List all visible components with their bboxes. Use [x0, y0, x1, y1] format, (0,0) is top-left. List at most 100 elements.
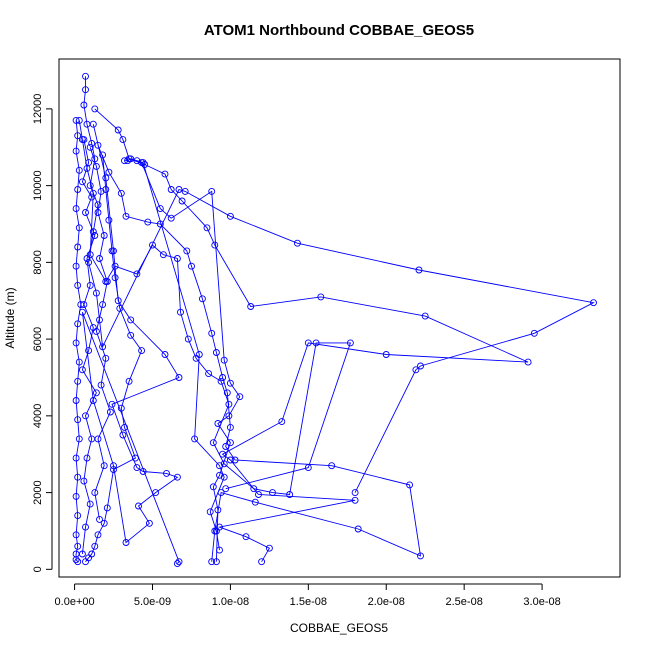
data-point	[82, 523, 89, 531]
data-point	[72, 262, 80, 270]
data-point	[72, 147, 80, 155]
data-point	[114, 126, 122, 134]
data-point	[412, 366, 420, 374]
data-point	[99, 151, 107, 159]
data-point	[82, 72, 89, 80]
data-point	[72, 454, 80, 462]
x-tick-label: 2.0e-08	[368, 596, 405, 608]
data-point	[304, 464, 312, 472]
data-point	[175, 186, 183, 193]
data-point	[127, 331, 135, 339]
data-point	[214, 506, 222, 514]
data-point	[78, 550, 86, 558]
data-point	[351, 489, 359, 497]
data-point	[183, 247, 191, 255]
data-point	[175, 374, 183, 381]
data-point	[96, 255, 103, 262]
data-point	[131, 454, 139, 462]
data-point	[121, 157, 128, 165]
data-point	[406, 481, 414, 489]
data-point	[82, 558, 89, 566]
data-point	[226, 423, 234, 431]
data-point	[72, 116, 80, 124]
data-point	[110, 466, 117, 474]
data-point	[382, 351, 390, 358]
data-point	[328, 462, 336, 470]
data-point	[80, 136, 88, 144]
data-point	[152, 489, 160, 497]
data-point	[121, 423, 128, 431]
data-point	[75, 224, 83, 232]
data-point	[211, 241, 219, 249]
y-tick-label: 2000	[32, 480, 44, 504]
data-point	[167, 214, 175, 222]
data-point	[216, 462, 223, 470]
data-point	[117, 404, 125, 412]
y-tick-label: 12000	[32, 94, 44, 125]
data-point	[173, 255, 181, 262]
data-point	[208, 329, 216, 337]
data-point	[250, 485, 258, 493]
data-point	[205, 370, 213, 378]
data-point	[133, 270, 141, 278]
data-point	[100, 519, 108, 527]
data-point	[216, 546, 223, 554]
data-point	[117, 189, 125, 197]
x-tick-label: 1.0e-08	[212, 596, 249, 608]
data-point	[421, 312, 429, 320]
data-point	[119, 431, 127, 439]
data-point	[220, 473, 228, 481]
data-point	[208, 558, 216, 566]
data-point	[119, 136, 127, 144]
y-tick-label: 4000	[32, 404, 44, 428]
data-point	[85, 347, 93, 355]
data-point	[80, 101, 88, 109]
data-point	[214, 420, 222, 427]
data-point	[167, 186, 175, 193]
data-point	[173, 473, 181, 481]
data-point	[219, 374, 227, 381]
data-point	[89, 189, 97, 197]
data-point	[417, 362, 424, 370]
data-point	[226, 439, 234, 447]
data-point	[94, 531, 102, 539]
series-line	[136, 160, 241, 562]
data-point	[139, 468, 147, 475]
data-point	[163, 469, 170, 477]
data-point	[173, 560, 181, 568]
x-tick-label: 2.5e-08	[446, 596, 483, 608]
data-point	[85, 159, 93, 167]
data-point	[75, 358, 83, 366]
data-point	[122, 212, 130, 220]
data-point	[100, 232, 108, 239]
data-point	[74, 320, 82, 328]
data-point	[116, 304, 124, 312]
data-point	[145, 519, 153, 527]
x-axis: 0.0e+00 5.0e-09 1.0e-08 1.5e-08 2.0e-08 2.5e-…	[55, 583, 561, 608]
data-point	[74, 132, 82, 140]
data-point	[72, 556, 80, 564]
data-point	[94, 209, 102, 216]
chart-title: ATOM1 Northbound COBBAE_GEOS5	[204, 22, 474, 39]
data-point	[590, 299, 597, 307]
data-point	[97, 187, 105, 195]
data-point	[269, 489, 276, 497]
data-point	[74, 377, 82, 385]
data-point	[92, 289, 100, 297]
data-point	[74, 416, 82, 424]
data-point	[265, 544, 273, 552]
data-point	[223, 389, 231, 397]
data-point	[72, 397, 80, 404]
series-line	[94, 108, 529, 562]
data-point	[74, 186, 82, 193]
data-point	[102, 174, 110, 182]
x-tick-label: 0.0e+00	[55, 596, 95, 608]
data-point	[175, 558, 183, 566]
data-point	[226, 379, 234, 387]
data-point	[161, 351, 169, 358]
data-point	[138, 347, 146, 355]
data-point	[72, 205, 80, 213]
plot-frame	[58, 58, 621, 578]
data-point	[133, 157, 141, 165]
